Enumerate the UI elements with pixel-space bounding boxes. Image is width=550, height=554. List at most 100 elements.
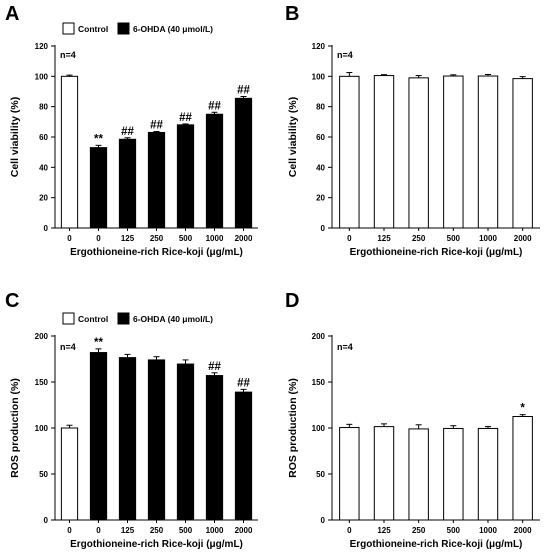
bar [118, 357, 137, 521]
bar [443, 427, 464, 521]
legend-label-treated: 6-OHDA (40 μmol/L) [133, 24, 213, 34]
x-tick-label: 1000 [206, 234, 224, 243]
y-axis-label: Cell viability (%) [9, 97, 21, 178]
significance-mark: ## [237, 85, 250, 97]
y-tick-label: 100 [312, 72, 326, 81]
bar [408, 428, 429, 521]
bar [147, 131, 166, 229]
bar [477, 75, 499, 229]
y-tick-label: 200 [35, 332, 49, 341]
y-tick-label: 100 [312, 424, 326, 433]
y-tick-label: 0 [321, 516, 326, 525]
x-tick-label: 2000 [514, 234, 532, 243]
legend-label-control: Control [78, 314, 108, 324]
y-tick-label: 80 [316, 103, 325, 112]
x-tick-label: 250 [412, 234, 426, 243]
bar [89, 147, 108, 229]
y-tick-label: 0 [44, 516, 49, 525]
significance-mark: ## [150, 120, 163, 132]
x-tick-label: 0 [67, 526, 72, 535]
x-tick-label: 500 [447, 526, 461, 535]
y-tick-label: 120 [312, 42, 326, 51]
x-tick-label: 1000 [479, 234, 497, 243]
bar [477, 427, 499, 521]
y-tick-label: 0 [44, 224, 49, 233]
y-axis-label: ROS production (%) [9, 378, 21, 478]
x-tick-label: 0 [347, 234, 352, 243]
bar [60, 75, 79, 229]
x-tick-label: 500 [179, 526, 193, 535]
legend-swatch-control [62, 22, 75, 35]
x-tick-label: 2000 [235, 234, 253, 243]
significance-mark: ## [179, 112, 192, 124]
x-axis-label: Ergothioneine-rich Rice-koji (μg/mL) [70, 539, 243, 550]
y-tick-label: 150 [312, 378, 326, 387]
significance-mark: ** [94, 337, 103, 349]
y-tick-label: 120 [35, 42, 49, 51]
bar [118, 138, 137, 229]
x-tick-label: 1000 [206, 526, 224, 535]
panel-label: A [5, 3, 19, 25]
y-tick-label: 60 [316, 133, 325, 142]
bar [176, 363, 195, 521]
x-tick-label: 125 [377, 234, 391, 243]
bar [205, 375, 224, 521]
x-tick-label: 0 [347, 526, 352, 535]
y-tick-label: 60 [39, 133, 48, 142]
bar [339, 75, 360, 229]
panel-label: C [5, 290, 19, 312]
significance-mark: ## [208, 100, 221, 112]
panel-c: C 0 50 100 150 200 ROS production (%) Ergothion… [5, 290, 258, 550]
bar [234, 97, 253, 229]
x-tick-label: 0 [67, 234, 72, 243]
bar [512, 416, 533, 521]
x-tick-label: 250 [150, 234, 164, 243]
y-tick-label: 20 [316, 194, 325, 203]
x-axis-label: Ergothioneine-rich Rice-koji (μg/mL) [350, 247, 523, 258]
bar [512, 78, 533, 229]
bar [339, 427, 360, 521]
legend-label-treated: 6-OHDA (40 μmol/L) [133, 314, 213, 324]
x-axis-label: Ergothioneine-rich Rice-koji (μg/mL) [70, 247, 243, 258]
legend-swatch-treated [117, 22, 130, 35]
n-label: n=4 [60, 342, 76, 352]
x-tick-label: 250 [412, 526, 426, 535]
bar [89, 352, 108, 521]
x-tick-label: 2000 [514, 526, 532, 535]
y-tick-label: 80 [39, 103, 48, 112]
panel-label: D [285, 290, 299, 312]
n-label: n=4 [337, 342, 353, 352]
bar [60, 427, 79, 521]
x-tick-label: 500 [179, 234, 193, 243]
x-tick-label: 125 [121, 526, 135, 535]
y-tick-label: 150 [35, 378, 49, 387]
panel-label: B [285, 3, 299, 25]
panel-b: B 0 20 40 60 80 100 120 Cell viability (%) Ergoth… [285, 3, 540, 258]
y-tick-label: 40 [39, 163, 48, 172]
bar [373, 75, 395, 229]
x-tick-label: 0 [96, 526, 101, 535]
x-axis-label: Ergothioneine-rich Rice-koji (μg/mL) [350, 539, 523, 550]
x-tick-label: 2000 [235, 526, 253, 535]
y-tick-label: 50 [39, 470, 48, 479]
x-tick-label: 125 [377, 526, 391, 535]
x-tick-label: 500 [447, 234, 461, 243]
bar [408, 77, 429, 229]
y-axis-label: ROS production (%) [287, 378, 299, 478]
y-tick-label: 50 [316, 470, 325, 479]
bar [205, 113, 224, 229]
y-axis-label: Cell viability (%) [287, 97, 299, 178]
significance-mark: ## [121, 126, 134, 138]
y-tick-label: 100 [35, 424, 49, 433]
significance-mark: ## [208, 361, 221, 373]
y-tick-label: 200 [312, 332, 326, 341]
panel-a: A 0 20 40 60 80 100 120 Cell viability (%) Ergoth… [5, 3, 258, 258]
legend-top: Control 6-OHDA (40 μmol/L) [62, 22, 213, 35]
panels: A 0 20 40 60 80 100 120 Cell viability (%) Ergoth… [5, 3, 540, 550]
bar [147, 359, 166, 521]
bar [373, 426, 395, 521]
significance-mark: ** [94, 133, 103, 145]
bar [443, 75, 464, 229]
y-tick-label: 40 [316, 163, 325, 172]
